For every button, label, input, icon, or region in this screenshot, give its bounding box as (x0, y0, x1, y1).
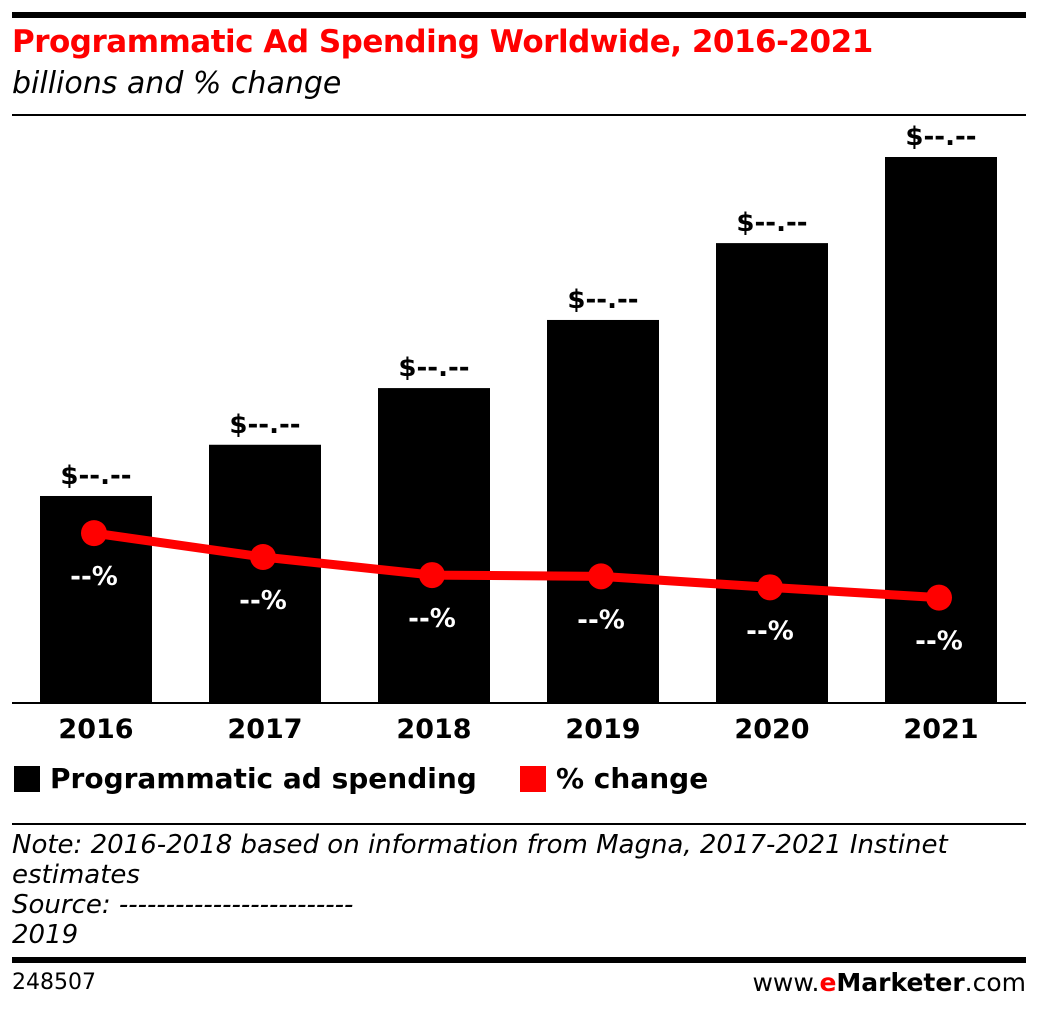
bar-value-label: $--.-- (905, 122, 976, 152)
bottom-rule (12, 957, 1026, 963)
chart-title: Programmatic Ad Spending Worldwide, 2016… (12, 24, 873, 60)
legend-label: Programmatic ad spending (50, 762, 477, 795)
bar-value-label: $--.-- (567, 285, 638, 315)
change-value-label: --% (746, 616, 794, 646)
footnote: Note: 2016-2018 based on information fro… (12, 830, 1022, 950)
legend-swatch-black (14, 765, 40, 792)
note-divider (12, 823, 1026, 825)
change-point (81, 520, 107, 547)
legend-swatch-red (520, 765, 546, 792)
x-tick-label: 2018 (396, 714, 471, 745)
change-value-label: --% (408, 604, 456, 634)
chart-id: 248507 (12, 970, 96, 995)
change-point (926, 584, 952, 611)
x-tick-label: 2019 (565, 714, 640, 745)
bar-2021 (885, 157, 997, 702)
legend-item-spending: Programmatic ad spending (14, 762, 477, 795)
legend-label: % change (556, 762, 709, 795)
bar-value-label: $--.-- (736, 208, 807, 238)
change-line (93, 528, 940, 603)
change-value-label: --% (577, 605, 625, 635)
change-point (250, 544, 276, 570)
source-text: Source: ------------------------- (12, 890, 354, 920)
legend-item-change: % change (520, 762, 708, 795)
bar-2020 (716, 243, 828, 703)
x-tick-label: 2020 (734, 714, 809, 745)
top-rule (12, 12, 1026, 18)
chart-subtitle: billions and % change (12, 66, 342, 101)
change-value-label: --% (239, 586, 287, 616)
change-point (419, 562, 445, 589)
change-value-label: --% (70, 562, 118, 592)
x-tick-label: 2016 (58, 714, 133, 745)
chart-plot: $--.-- 2016 $--.-- 2017 $--.-- 2018 $--.-- 2019… (12, 122, 1026, 745)
emarketer-logo[interactable]: www.eMarketer.com (752, 968, 1026, 997)
bar-2018 (378, 388, 490, 702)
bar-value-label: $--.-- (398, 353, 469, 383)
bar-2019 (547, 319, 659, 702)
x-tick-label: 2021 (903, 714, 978, 745)
change-point (757, 574, 783, 601)
bar-value-label: $--.-- (60, 461, 131, 491)
source-year: 2019 (12, 920, 79, 950)
change-value-label: --% (915, 627, 963, 657)
change-point (588, 563, 614, 590)
x-tick-label: 2017 (227, 714, 302, 745)
note-text: Note: 2016-2018 based on information fro… (12, 830, 948, 890)
bar-2017 (209, 444, 321, 702)
title-divider (12, 114, 1026, 116)
bar-value-label: $--.-- (229, 410, 300, 440)
